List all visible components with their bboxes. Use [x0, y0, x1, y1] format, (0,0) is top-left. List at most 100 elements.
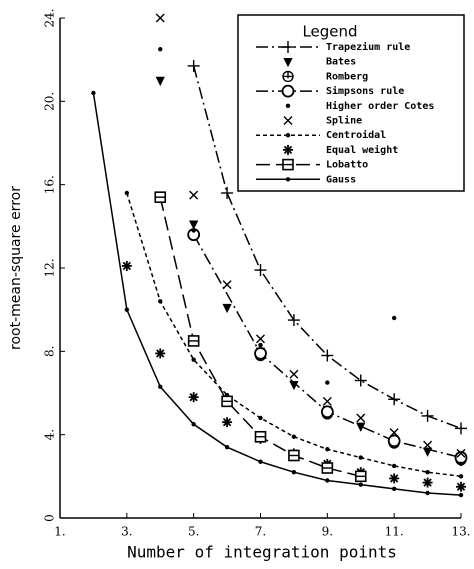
legend-label: Equal weight — [326, 144, 398, 156]
marker-part — [325, 478, 330, 483]
marker — [283, 58, 293, 68]
x-tick-label: 1. — [54, 525, 65, 539]
y-tick-label: 0 — [43, 514, 57, 522]
marker-part — [285, 103, 291, 109]
marker — [456, 448, 466, 458]
marker-part — [191, 422, 196, 427]
marker — [458, 492, 464, 498]
marker — [287, 314, 300, 327]
y-axis-label: root-mean-square error — [8, 186, 24, 350]
marker-part — [289, 369, 299, 379]
marker-part — [423, 440, 433, 450]
marker-part — [325, 380, 330, 385]
marker — [389, 473, 400, 484]
marker — [391, 463, 397, 469]
marker — [282, 158, 294, 171]
legend-label: Bates — [326, 57, 356, 68]
marker-part — [458, 492, 464, 498]
marker-part — [291, 434, 297, 439]
marker — [354, 470, 367, 483]
y-tick-label: 16. — [43, 175, 57, 194]
x-tick-label: 5. — [188, 525, 199, 539]
legend-box — [237, 14, 465, 192]
marker-part — [456, 482, 466, 491]
marker-part — [254, 347, 267, 360]
x-axis-label: Number of integration points — [127, 543, 397, 562]
marker — [388, 393, 401, 406]
marker-part — [191, 228, 196, 233]
marker — [283, 116, 293, 125]
marker — [289, 369, 299, 379]
series-line — [92, 92, 462, 496]
marker — [158, 384, 163, 389]
marker-part — [258, 342, 263, 348]
marker — [221, 187, 234, 199]
marker-part — [155, 13, 165, 23]
marker — [189, 220, 199, 230]
marker — [187, 335, 200, 347]
y-tick-label: 20. — [43, 92, 57, 111]
marker-part — [91, 90, 96, 96]
legend-label: Trapezium rule — [326, 41, 410, 53]
marker — [321, 349, 334, 362]
marker — [187, 59, 200, 72]
marker-part — [425, 490, 430, 496]
marker-part — [191, 357, 196, 362]
marker-part — [291, 469, 297, 475]
marker-part — [356, 422, 366, 432]
marker-part — [158, 384, 163, 389]
marker — [285, 133, 291, 138]
marker — [356, 422, 366, 432]
marker — [325, 380, 330, 385]
marker — [158, 299, 163, 304]
marker-part — [358, 482, 363, 487]
marker — [456, 481, 466, 492]
marker-part — [391, 486, 397, 492]
marker — [222, 417, 233, 428]
marker-part — [425, 469, 430, 475]
marker-part — [283, 58, 293, 68]
marker-part — [189, 190, 199, 200]
marker-part — [423, 478, 432, 487]
y-tick-label: 12. — [43, 258, 57, 277]
marker — [254, 264, 267, 277]
legend-label: Higher order Cotes — [326, 100, 434, 112]
marker-part — [155, 76, 165, 87]
marker — [325, 447, 330, 452]
marker — [281, 84, 295, 98]
marker-part — [456, 448, 466, 458]
y-tick-label: 4. — [43, 429, 57, 440]
marker — [254, 347, 267, 360]
legend-title: Legend — [302, 23, 357, 41]
marker — [191, 422, 196, 427]
marker — [321, 462, 334, 474]
marker — [322, 396, 332, 406]
marker — [458, 474, 464, 479]
marker — [285, 177, 291, 182]
marker-part — [283, 145, 293, 155]
marker — [155, 348, 166, 359]
marker — [354, 374, 367, 387]
marker — [458, 461, 464, 467]
marker — [124, 307, 130, 312]
marker-part — [320, 405, 334, 419]
marker — [222, 280, 232, 290]
marker — [288, 449, 300, 462]
marker-part — [458, 461, 464, 467]
marker — [391, 315, 397, 321]
marker — [258, 342, 263, 348]
marker — [154, 191, 167, 203]
marker-part — [458, 474, 464, 479]
marker — [325, 478, 330, 483]
marker — [191, 228, 196, 233]
marker — [421, 409, 434, 422]
marker-part — [256, 334, 265, 344]
marker-part — [285, 177, 291, 182]
y-tick-label: 24. — [43, 8, 57, 27]
marker — [188, 392, 199, 403]
series-line — [126, 192, 462, 478]
marker-part — [124, 190, 130, 196]
marker — [425, 469, 430, 475]
marker — [389, 428, 399, 438]
